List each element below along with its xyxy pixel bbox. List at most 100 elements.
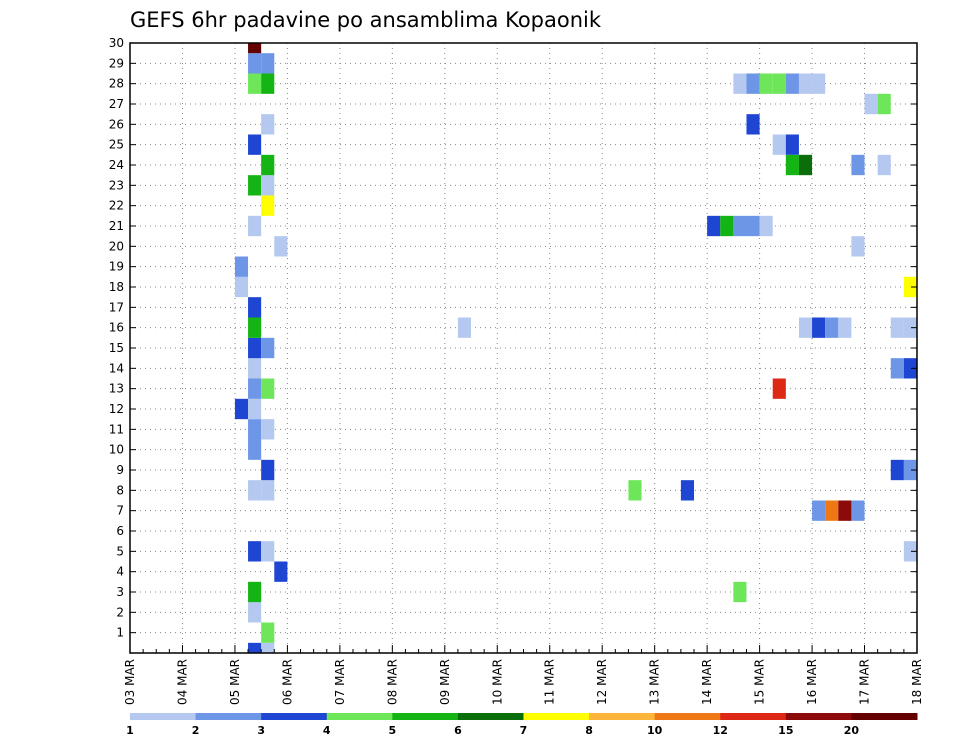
heatmap-cell (248, 215, 262, 237)
y-tick-label: 26 (109, 117, 124, 131)
legend-level-label: 20 (844, 724, 860, 737)
heatmap-cell (261, 195, 275, 216)
heatmap-cell (877, 93, 891, 115)
heatmap-cell (680, 480, 695, 501)
heatmap-cell (707, 215, 721, 237)
y-tick-label: 29 (109, 56, 124, 70)
heatmap-cell (785, 134, 799, 155)
y-tick-label: 8 (116, 483, 124, 497)
heatmap-cell (248, 43, 262, 54)
legend-swatch (851, 713, 918, 720)
heatmap-cell (457, 317, 472, 338)
heatmap-cell (890, 459, 904, 481)
y-tick-label: 2 (116, 605, 124, 619)
heatmap-cell (903, 317, 917, 338)
heatmap-cell (261, 154, 275, 176)
chart-title: GEFS 6hr padavine po ansamblima Kopaonik (130, 8, 602, 32)
heatmap-cell (248, 398, 262, 420)
heatmap-cell (903, 541, 917, 562)
y-tick-label: 18 (109, 280, 124, 294)
y-tick-label: 23 (109, 178, 124, 192)
heatmap-cell (261, 480, 275, 501)
heatmap-cell (628, 480, 642, 501)
y-tick-label: 30 (109, 36, 124, 50)
y-tick-label: 27 (109, 97, 124, 111)
y-tick-label: 20 (109, 239, 124, 253)
legend-level-label: 6 (454, 724, 462, 737)
legend-swatch (326, 713, 393, 720)
heatmap-cell (248, 297, 262, 318)
heatmap-cell (772, 378, 786, 399)
y-tick-label: 9 (116, 463, 124, 477)
x-tick-label: 05 MAR (228, 659, 242, 705)
heatmap-cell (864, 93, 878, 115)
grid-lines (130, 42, 917, 653)
heatmap-cell (785, 154, 799, 176)
heatmap-cell (261, 73, 275, 94)
heatmap-cell (851, 500, 865, 521)
heatmap-cell (798, 317, 813, 338)
legend-level-label: 10 (647, 724, 663, 737)
heatmap-cell (248, 439, 262, 460)
heatmap-cell (812, 500, 826, 521)
y-tick-label: 21 (109, 219, 124, 233)
y-tick-label: 17 (109, 300, 124, 314)
x-tick-label: 03 MAR (123, 659, 137, 705)
heatmap-cell (851, 154, 865, 176)
heatmap-cell (746, 114, 760, 135)
y-tick-label: 14 (109, 361, 124, 375)
legend-level-label: 7 (520, 724, 528, 737)
heatmap-cell (261, 378, 275, 399)
heatmap-cell (234, 256, 249, 277)
heatmap-cell (261, 53, 275, 74)
x-tick-label: 04 MAR (175, 659, 189, 705)
legend-level-label: 1 (126, 724, 134, 737)
heatmap-cell (798, 73, 813, 94)
heatmap-cell (248, 53, 262, 74)
heatmap-cell (248, 175, 262, 196)
x-tick-label: 17 MAR (858, 659, 872, 705)
y-tick-label: 28 (109, 77, 124, 91)
x-tick-label: 13 MAR (648, 659, 662, 705)
legend-swatch (392, 713, 459, 720)
heatmap-cell (903, 459, 917, 481)
x-tick-label: 14 MAR (700, 659, 714, 705)
legend-swatch (589, 713, 656, 720)
y-tick-label: 22 (109, 199, 124, 213)
y-tick-label: 12 (109, 402, 124, 416)
heatmap-cell (248, 642, 262, 653)
x-axis-ticks: 03 MAR 04 MAR 05 MAR 06 MAR 07 MAR 08 MAR 09 M… (123, 645, 924, 705)
x-tick-label: 06 MAR (280, 659, 294, 705)
y-tick-label: 13 (109, 382, 124, 396)
heatmap-cell (248, 73, 262, 94)
color-legend: 1 2 3 4 5 6 7 8 10 12 15 20 (126, 713, 918, 737)
x-tick-label: 12 MAR (595, 659, 609, 705)
heatmap-cell (812, 317, 826, 338)
heatmap-cell (733, 73, 747, 94)
heatmap-cell (890, 358, 904, 379)
heatmap-cell (772, 134, 786, 155)
heatmap-cell (825, 317, 839, 338)
legend-level-label: 5 (389, 724, 397, 737)
y-tick-label: 15 (109, 341, 124, 355)
heatmap-cell (733, 581, 747, 603)
x-tick-label: 10 MAR (490, 659, 504, 705)
legend-level-label: 12 (713, 724, 728, 737)
y-tick-label: 7 (116, 504, 124, 518)
y-tick-label: 11 (109, 422, 124, 436)
legend-swatch (195, 713, 262, 720)
heatmap-cell (261, 114, 275, 135)
heatmap-cell (759, 215, 773, 237)
heatmap-cell (838, 317, 852, 338)
heatmap-cell (903, 358, 917, 379)
heatmap-cell (261, 419, 275, 440)
x-tick-label: 18 MAR (910, 659, 924, 705)
heatmap-cell (248, 358, 262, 379)
y-tick-label: 1 (116, 626, 124, 640)
heatmap-cell (261, 541, 275, 562)
legend-level-label: 8 (585, 724, 593, 737)
heatmap-cell (733, 215, 747, 237)
heatmap-cell (812, 73, 826, 94)
heatmap-cell (851, 236, 865, 257)
